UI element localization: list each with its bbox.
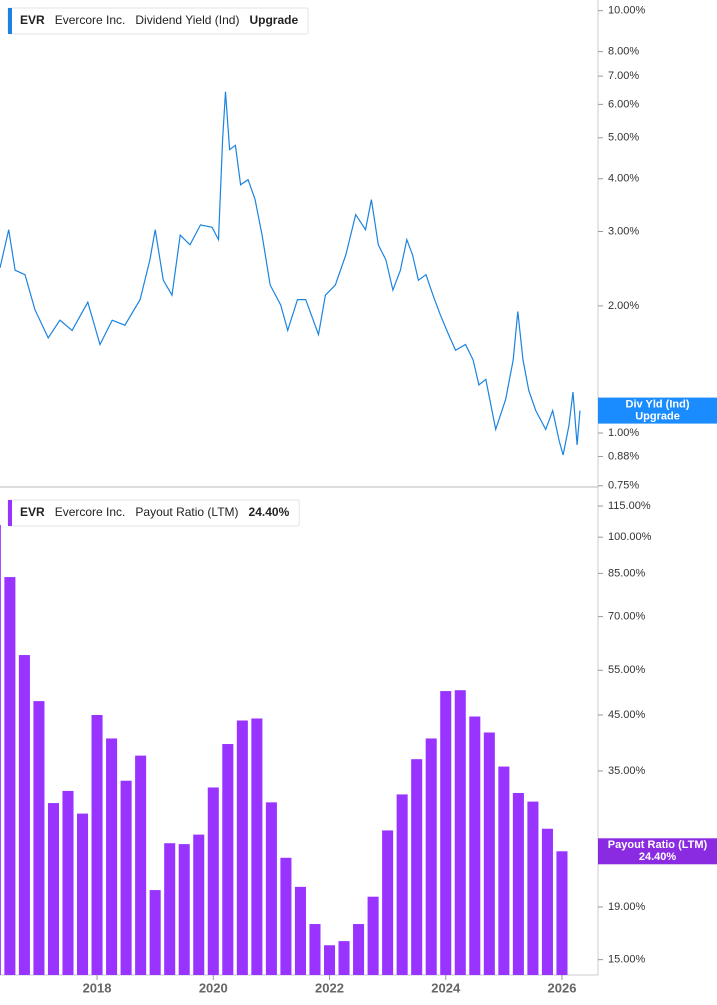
bar [353,924,365,975]
legend-value: Upgrade [249,13,298,27]
bar [527,801,539,975]
legend-value: 24.40% [249,505,290,519]
value-tag-value: 24.40% [639,851,677,863]
bar [4,577,16,975]
bar [120,780,132,975]
bar [556,851,568,975]
bar [541,828,553,975]
plot-area [0,91,581,456]
value-tag [598,397,717,424]
legend-swatch [8,500,12,526]
x-tick-label: 2018 [83,980,112,995]
y-tick-label: 0.88% [608,450,639,462]
legend-swatch [8,8,12,34]
y-tick-label: 10.00% [608,5,646,17]
bar [483,732,495,975]
bar [454,690,466,975]
legend-series: Dividend Yield (Ind) [135,13,239,27]
bar [498,766,510,975]
legend-company: Evercore Inc. [55,505,126,519]
bar [294,886,306,975]
bar [411,759,423,975]
y-tick-label: 70.00% [608,611,646,623]
y-tick-label: 5.00% [608,132,639,144]
bar [18,655,30,975]
y-tick-label: 6.00% [608,98,639,110]
bar [236,720,248,975]
y-tick-label: 3.00% [608,225,639,237]
x-tick-label: 2022 [315,980,344,995]
bar [149,890,161,975]
y-tick-label: 55.00% [608,664,646,676]
legend-company: Evercore Inc. [55,13,126,27]
bar [33,701,45,975]
bar [367,896,379,975]
bar [309,924,321,975]
legend-series: Payout Ratio (LTM) [135,505,238,519]
bar [62,790,74,975]
legend-ticker: EVR [20,505,45,519]
bar [0,525,1,975]
bar [178,844,190,975]
y-tick-label: 1.00% [608,427,639,439]
bar [251,718,263,975]
y-tick-label: 45.00% [608,709,646,721]
bar [222,744,234,975]
bar [47,803,59,975]
line-series [0,91,581,456]
y-tick-label: 85.00% [608,567,646,579]
bar [338,941,350,975]
y-tick-label: 4.00% [608,173,639,185]
bar [323,945,336,975]
y-tick-label: 7.00% [608,70,639,82]
bar [396,794,408,975]
x-tick-label: 2026 [548,980,577,995]
bar [106,738,118,975]
y-tick-label: 8.00% [608,46,639,58]
bar [512,793,524,975]
x-tick-label: 2020 [199,980,228,995]
y-tick-label: 115.00% [608,500,651,512]
value-tag-label: Payout Ratio (LTM) [608,839,708,851]
bar [265,802,277,975]
y-tick-label: 35.00% [608,765,646,777]
bar [280,857,292,975]
legend-ticker: EVR [20,13,45,27]
y-tick-label: 0.75% [608,480,639,492]
bar [425,738,437,975]
value-tag [598,838,717,865]
y-tick-label: 100.00% [608,531,652,543]
y-tick-label: 15.00% [608,954,646,966]
bar [193,834,205,975]
bar [77,813,89,975]
y-tick-label: 19.00% [608,901,646,913]
bar [91,715,103,975]
bar [382,830,394,975]
bar [440,691,452,975]
bar [469,716,481,975]
value-tag-label: Div Yld (Ind) [626,398,690,410]
value-tag-value: Upgrade [635,410,680,422]
bar [207,787,219,975]
x-tick-label: 2024 [431,980,461,995]
bar [135,755,147,975]
y-tick-label: 2.00% [608,300,639,312]
bar [164,843,176,975]
plot-area [0,525,568,975]
